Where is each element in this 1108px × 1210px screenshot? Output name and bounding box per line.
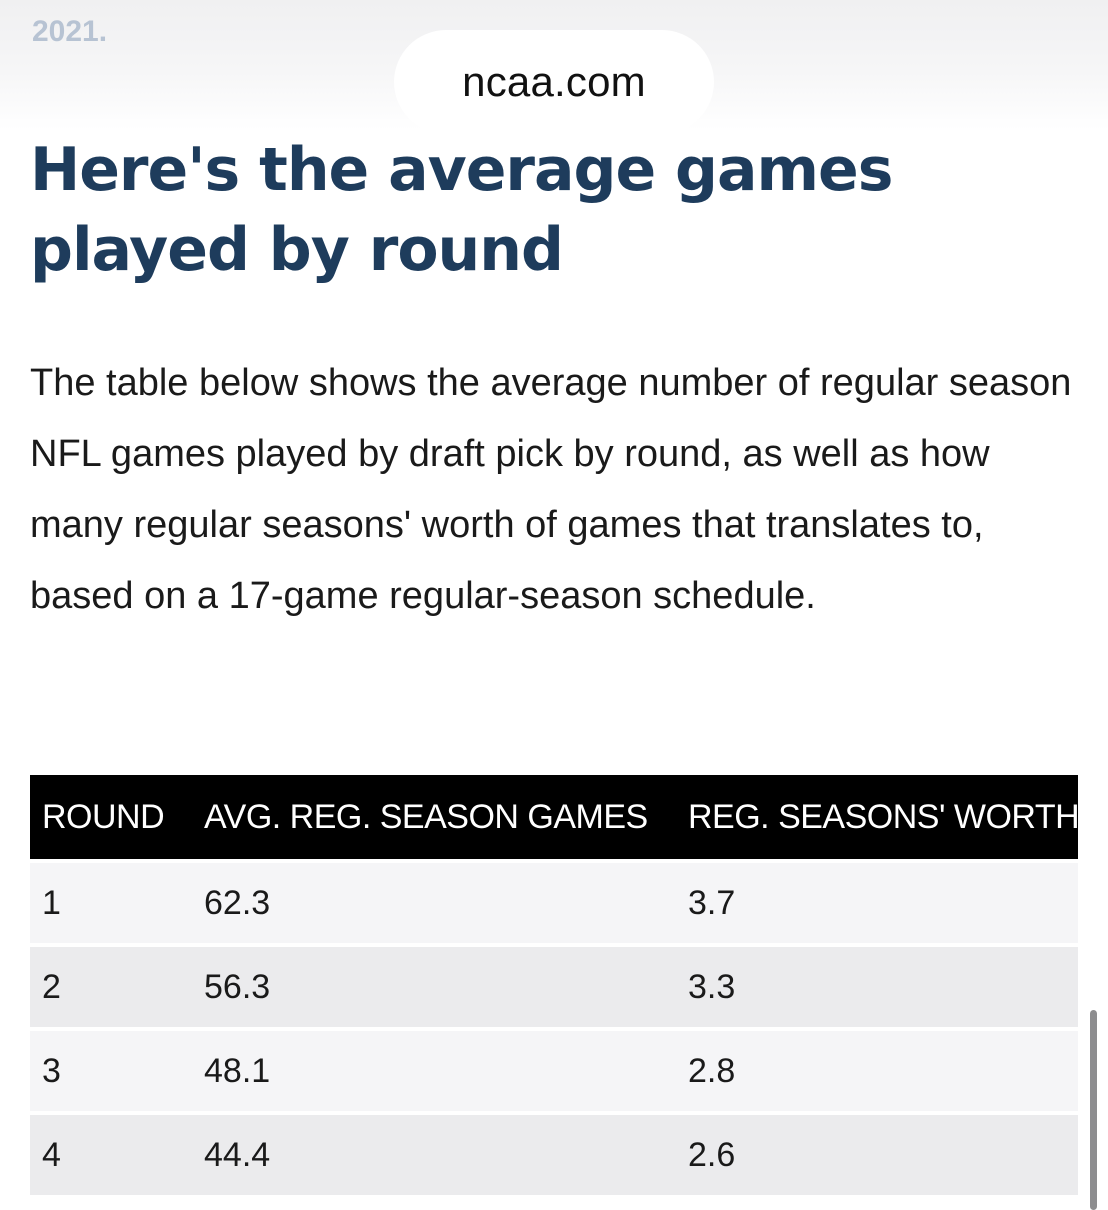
table-row: 1 62.3 3.7 xyxy=(30,859,1078,943)
header-avg-games: AVG. REG. SEASON GAMES xyxy=(204,775,688,859)
intro-paragraph: The table below shows the average number… xyxy=(30,362,1072,617)
header-round: ROUND xyxy=(30,775,204,859)
url-bar[interactable]: ncaa.com xyxy=(394,30,714,134)
cell-avg-games: 56.3 xyxy=(204,943,688,1027)
cell-round: 3 xyxy=(30,1027,204,1111)
table-row: 2 56.3 3.3 xyxy=(30,943,1078,1027)
cell-avg-games: 44.4 xyxy=(204,1111,688,1195)
table-row: 3 48.1 2.8 xyxy=(30,1027,1078,1111)
table-row: 4 44.4 2.6 xyxy=(30,1111,1078,1195)
cell-seasons-worth: 3.3 xyxy=(688,943,1078,1027)
cell-avg-games: 48.1 xyxy=(204,1027,688,1111)
previous-paragraph-fragment: 2021. xyxy=(32,15,108,48)
cell-seasons-worth: 2.8 xyxy=(688,1027,1078,1111)
header-seasons-worth: REG. SEASONS' WORTH xyxy=(688,775,1078,859)
cell-round: 2 xyxy=(30,943,204,1027)
cell-seasons-worth: 3.7 xyxy=(688,859,1078,943)
cell-round: 4 xyxy=(30,1111,204,1195)
article-heading: Here's the average games played by round xyxy=(30,135,893,285)
cell-avg-games: 62.3 xyxy=(204,859,688,943)
cell-seasons-worth: 2.6 xyxy=(688,1111,1078,1195)
cell-round: 1 xyxy=(30,859,204,943)
table-header-row: ROUND AVG. REG. SEASON GAMES REG. SEASON… xyxy=(30,775,1078,859)
page-scrollbar[interactable] xyxy=(1090,1010,1097,1210)
url-text: ncaa.com xyxy=(462,58,646,105)
games-by-round-table[interactable]: ROUND AVG. REG. SEASON GAMES REG. SEASON… xyxy=(30,775,1078,1200)
